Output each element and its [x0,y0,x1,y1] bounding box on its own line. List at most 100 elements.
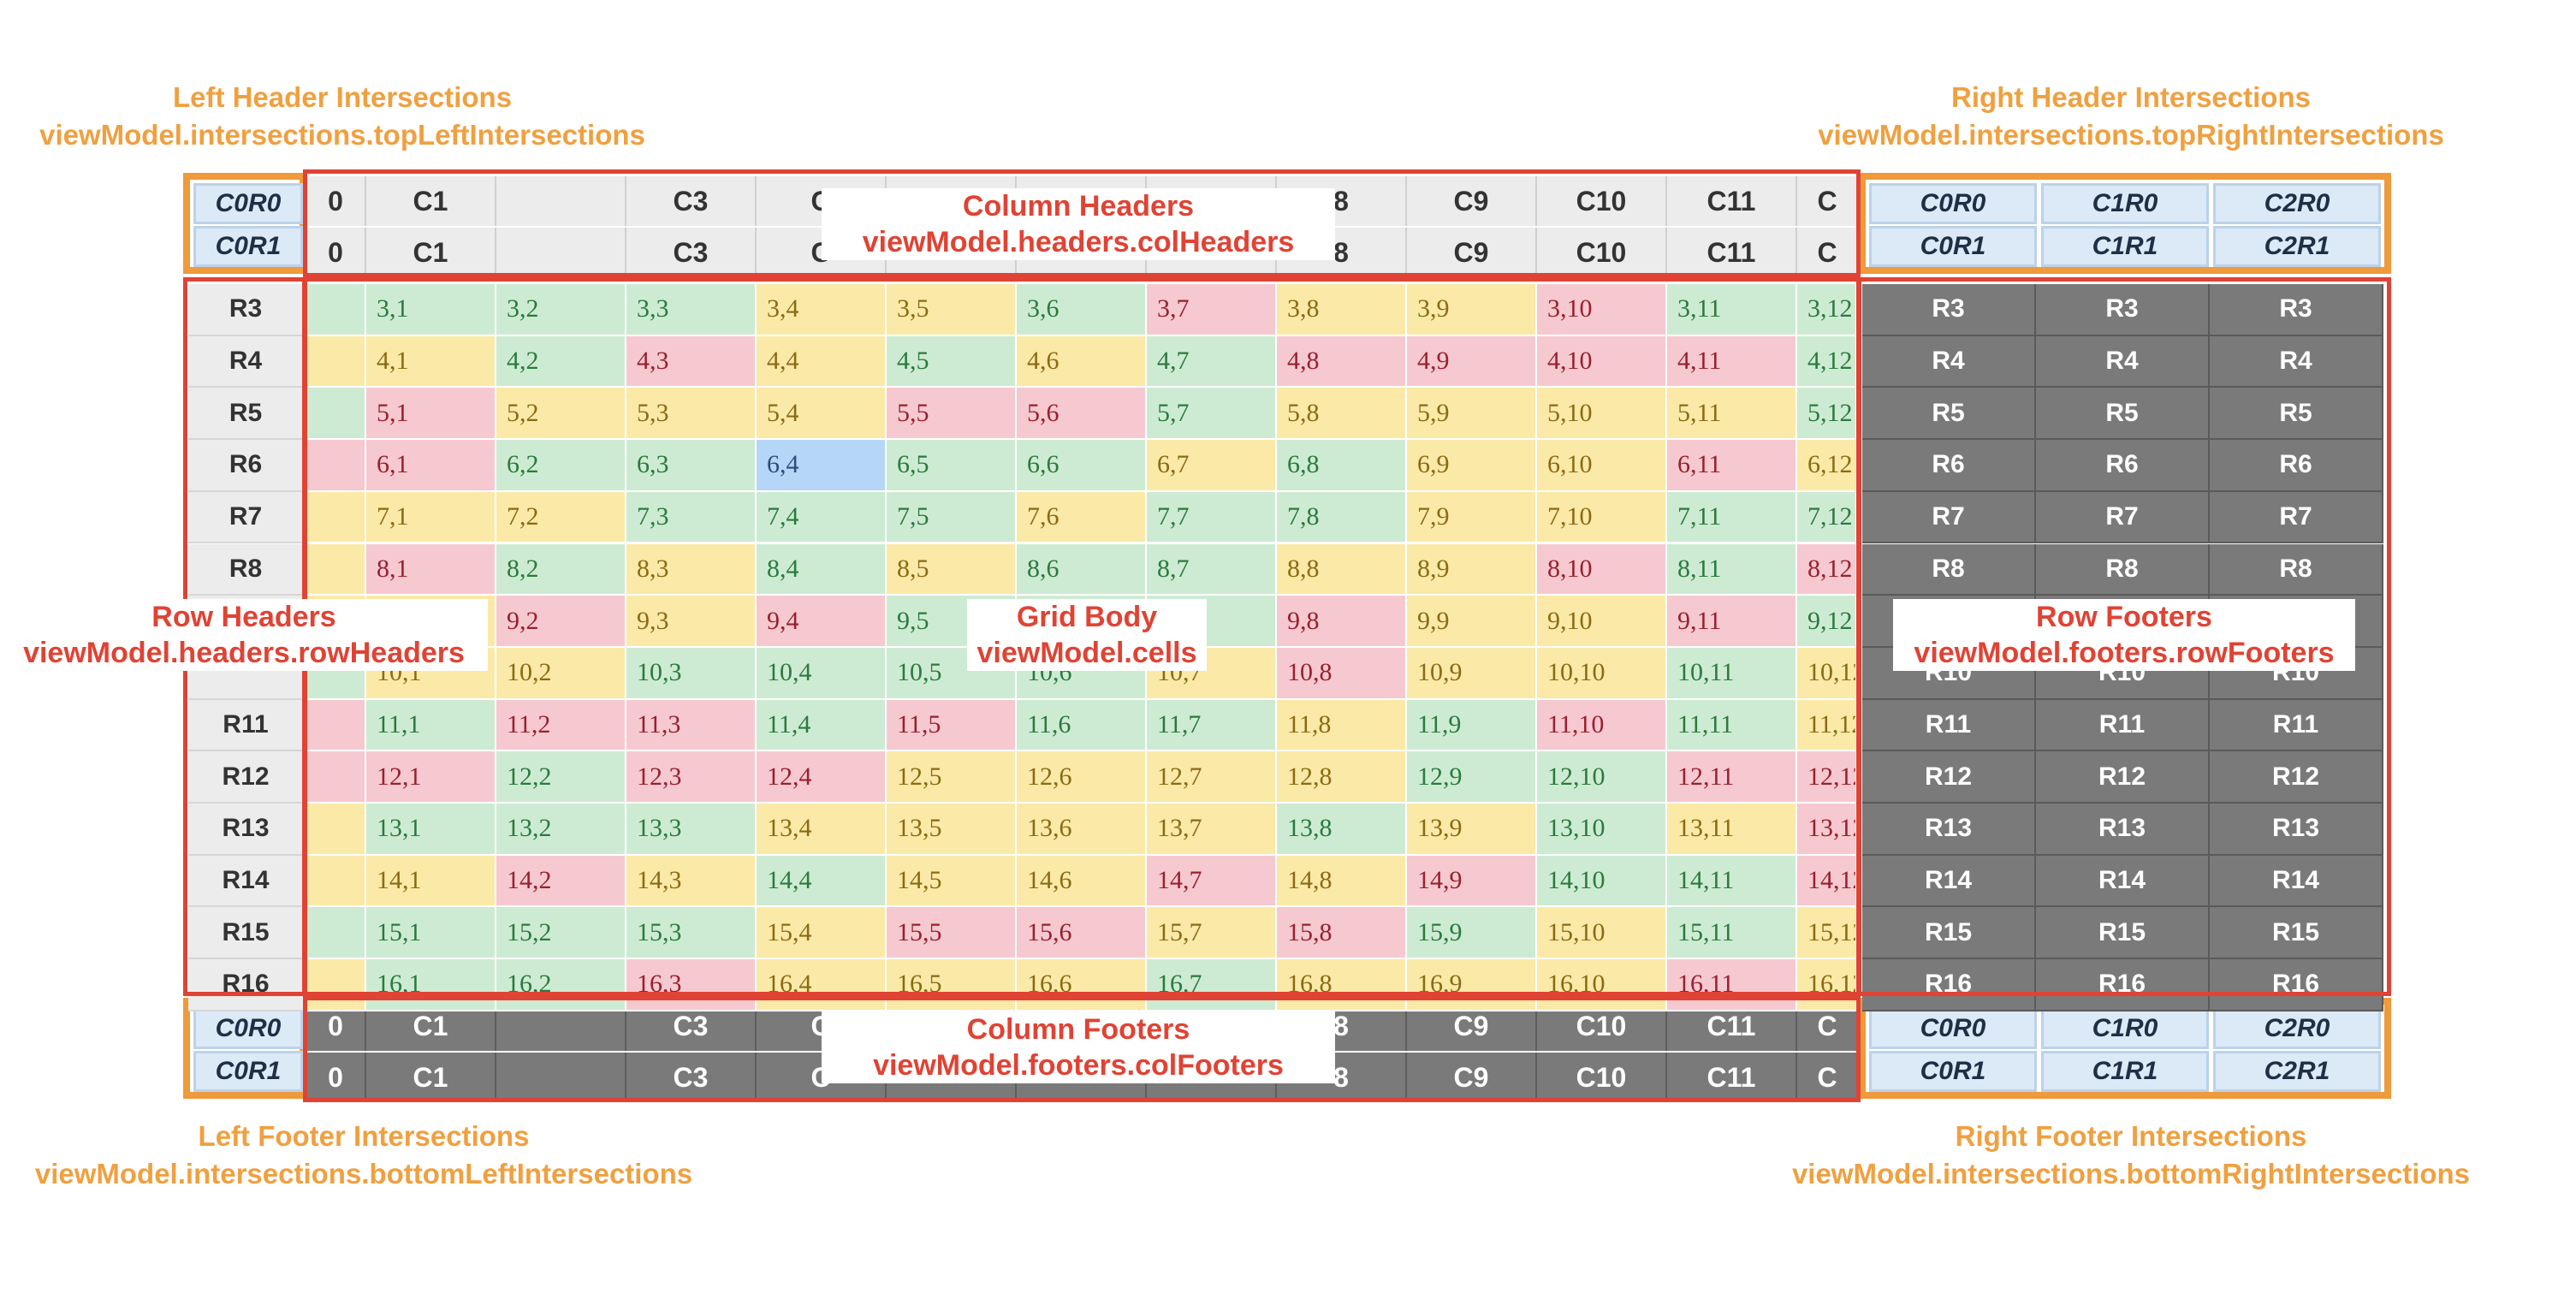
grid-cell: 12,6 [1017,751,1147,804]
grid-body-title: Grid Body [1016,601,1158,633]
intersection-cell: C0R1 [193,1051,303,1092]
column-footer-cell [496,1053,626,1102]
grid-cell: 8,7 [1147,543,1277,596]
grid-cell: 12,10 [1537,751,1667,804]
grid-cell: 13,1 [366,804,496,856]
row-footer-cell: R3 [2210,284,2383,336]
grid-cell: 6,1 [366,440,496,492]
left-header-path: viewModel.intersections.topLeftIntersect… [39,119,645,151]
grid-cell: 11,9 [1407,699,1537,752]
column-header-cell: C9 [1407,228,1537,277]
grid-cell [306,855,366,908]
grid-cell: 8,4 [757,543,887,596]
grid-cell: 14,6 [1017,855,1147,908]
grid-cell: 8,10 [1537,543,1667,596]
grid-cell: 12,5 [887,751,1017,804]
grid-cell: 14,12 [1797,855,1857,908]
grid-cell: 6,10 [1537,440,1667,492]
row-footer-cell: R11 [2036,699,2210,752]
grid-cell: 4,10 [1537,335,1667,389]
grid-cell: 6,7 [1147,440,1277,492]
left-footer-label: Left Footer Intersections viewModel.inte… [0,1118,727,1193]
grid-cell: 10,12 [1797,647,1857,700]
row-footer-cell: R11 [2210,699,2383,752]
grid-cell: 8,1 [366,543,496,596]
row-footer-cell: R15 [2210,907,2383,960]
grid-cell: 16,1 [366,959,496,1011]
top-right-intersections: C0R0 C1R0 C2R0 C0R1 C1R1 C2R1 [1859,173,2391,274]
grid-cell [306,907,366,960]
right-footer-title: Right Footer Intersections [1955,1120,2307,1152]
grid-cell: 7,9 [1407,491,1537,544]
column-footer-cell: C10 [1537,1053,1667,1102]
grid-cell: 14,9 [1407,855,1537,908]
grid-cell: 11,3 [626,699,757,752]
grid-cell: 9,9 [1407,596,1537,648]
row-footer-cell: R12 [2036,751,2210,804]
right-header-title: Right Header Intersections [1951,81,2311,113]
grid-cell: 4,11 [1667,335,1797,389]
right-footer-path: viewModel.intersections.bottomRightInter… [1791,1158,2471,1189]
row-footer-cell: R15 [1862,907,2036,960]
grid-cell: 4,9 [1407,335,1537,389]
intersection-cell: C0R1 [1869,1051,2037,1092]
grid-cell [306,543,366,596]
grid-cell: 11,7 [1147,699,1277,752]
column-header-cell: C3 [626,176,757,226]
grid-cell: 15,10 [1537,907,1667,960]
grid-cell: 7,12 [1797,491,1857,544]
column-header-cell [496,176,626,226]
grid-cell: 14,3 [626,855,757,908]
row-footer-cell: R5 [2210,388,2383,441]
grid-cell: 5,12 [1797,388,1857,441]
grid-cell: 10,9 [1407,647,1537,700]
column-header-cell: C11 [1667,176,1797,226]
grid-cell [306,959,366,1011]
grid-cell: 8,6 [1017,543,1147,596]
grid-cell: 12,8 [1277,751,1407,804]
row-footer-cell: R3 [1862,284,2036,336]
grid-cell: 11,2 [496,699,626,752]
grid-cell: 3,5 [887,284,1017,336]
column-header-cell: C11 [1667,228,1797,277]
grid-cell: 5,9 [1407,388,1537,441]
grid-cell: 16,3 [626,959,757,1011]
column-footers-path: viewModel.footers.colFooters [873,1049,1284,1082]
grid-cell: 11,6 [1017,699,1147,752]
column-header-cell: C10 [1537,228,1667,277]
grid-cell: 11,11 [1667,699,1797,752]
grid-cell: 13,12 [1797,804,1857,856]
left-footer-title: Left Footer Intersections [198,1120,530,1152]
intersection-cell: C0R1 [193,226,303,267]
grid-cell: 4,5 [887,335,1017,389]
row-footers-title: Row Footers [2036,601,2212,633]
grid-cell: 14,11 [1667,855,1797,908]
grid-cell: 15,12 [1797,907,1857,960]
intersection-cell: C2R0 [2213,1008,2381,1049]
row-header-cell: R3 [188,284,303,336]
grid-cell: 6,8 [1277,440,1407,492]
row-footer-cell: R7 [2210,491,2383,544]
grid-cell: 10,10 [1537,647,1667,700]
grid-cell: 12,2 [496,751,626,804]
grid-cell: 13,10 [1537,804,1667,856]
grid-cell: 11,1 [366,699,496,752]
grid-cell: 10,11 [1667,647,1797,700]
grid-cell: 10,3 [626,647,757,700]
column-footer-cell: C9 [1407,1053,1537,1102]
intersection-cell: C1R1 [2041,226,2209,267]
grid-cell: 4,3 [626,335,757,389]
grid-cell: 9,3 [626,596,757,648]
intersection-cell: C1R1 [2041,1051,2209,1092]
column-footer-cell: C11 [1667,1053,1797,1102]
grid-cell: 4,7 [1147,335,1277,389]
intersection-cell: C0R1 [1869,226,2037,267]
intersection-cell: C0R0 [1869,1008,2037,1049]
row-footer-cell: R7 [1862,491,2036,544]
grid-cell: 5,7 [1147,388,1277,441]
row-footer-cell: R6 [2036,440,2210,492]
row-footer-cell: R12 [1862,751,2036,804]
intersection-cell: C0R0 [193,1008,303,1049]
column-header-cell: C [1797,228,1859,277]
row-footer-cell: R5 [2036,388,2210,441]
